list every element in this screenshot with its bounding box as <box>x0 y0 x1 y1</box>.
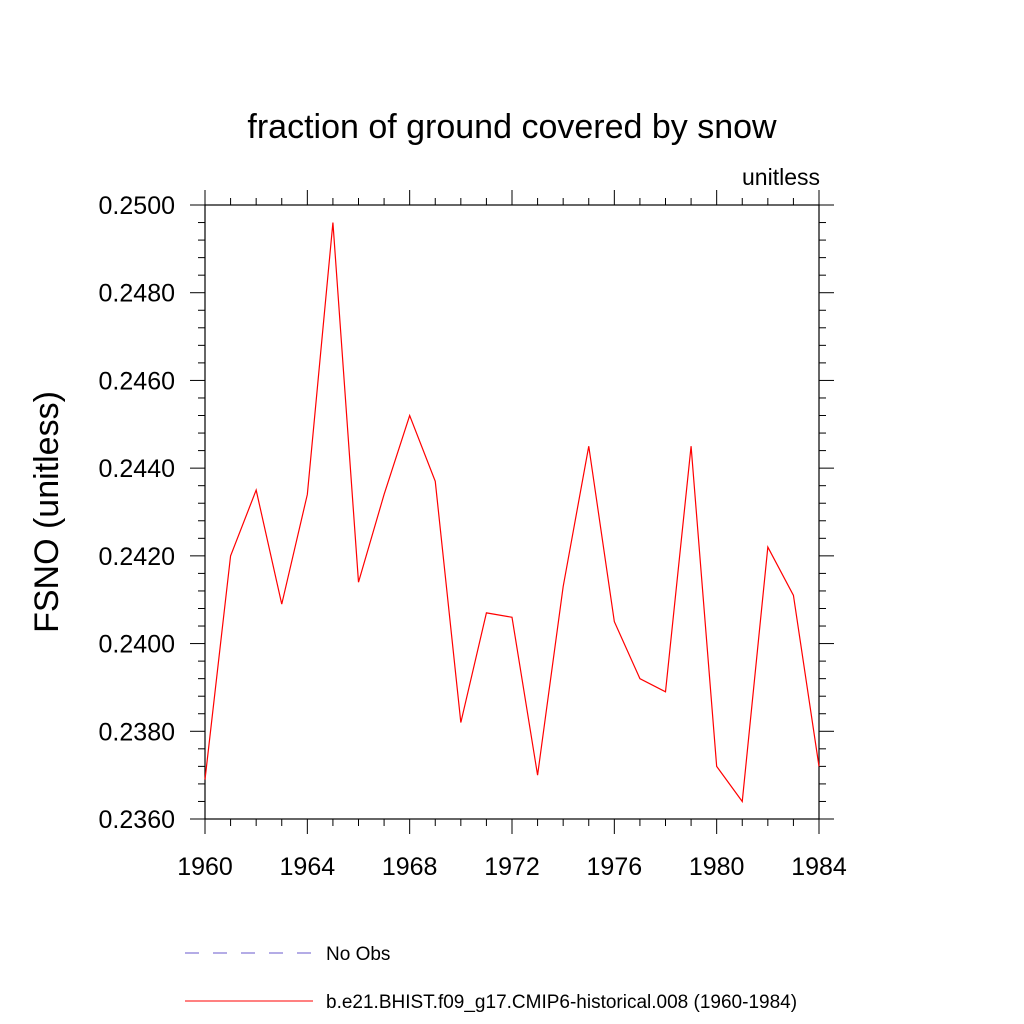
y-tick-label: 0.2400 <box>99 631 175 659</box>
axis-tick-labels: 1960 1964 1968 1972 1976 1980 1984 0.2360 0.2380… <box>99 192 847 881</box>
x-tick-label: 1964 <box>280 853 336 881</box>
legend-label-model: b.e21.BHIST.f09_g17.CMIP6-historical.008… <box>326 992 797 1013</box>
plot-frame <box>204 204 820 820</box>
series-lines <box>204 222 820 804</box>
y-tick-label: 0.2500 <box>99 192 175 220</box>
chart-title: fraction of ground covered by snow <box>247 108 777 146</box>
x-tick-label: 1960 <box>177 853 233 881</box>
y-tick-label: 0.2460 <box>99 367 175 395</box>
y-tick-label: 0.2420 <box>99 543 175 571</box>
y-axis-label: FSNO (unitless) <box>28 391 66 633</box>
y-tick-label: 0.2360 <box>99 806 175 834</box>
x-tick-label: 1972 <box>484 853 540 881</box>
axis-ticks <box>190 190 834 834</box>
x-tick-label: 1968 <box>382 853 438 881</box>
x-tick-label: 1984 <box>791 853 847 881</box>
y-tick-label: 0.2480 <box>99 280 175 308</box>
x-tick-label: 1980 <box>689 853 745 881</box>
series-line-1 <box>204 222 820 804</box>
legend: No Obs b.e21.BHIST.f09_g17.CMIP6-histori… <box>185 944 797 1013</box>
y-tick-label: 0.2380 <box>99 718 175 746</box>
chart-subtitle: unitless <box>742 164 820 190</box>
legend-label-no-obs: No Obs <box>326 944 390 965</box>
x-tick-label: 1976 <box>587 853 643 881</box>
y-tick-label: 0.2440 <box>99 455 175 483</box>
